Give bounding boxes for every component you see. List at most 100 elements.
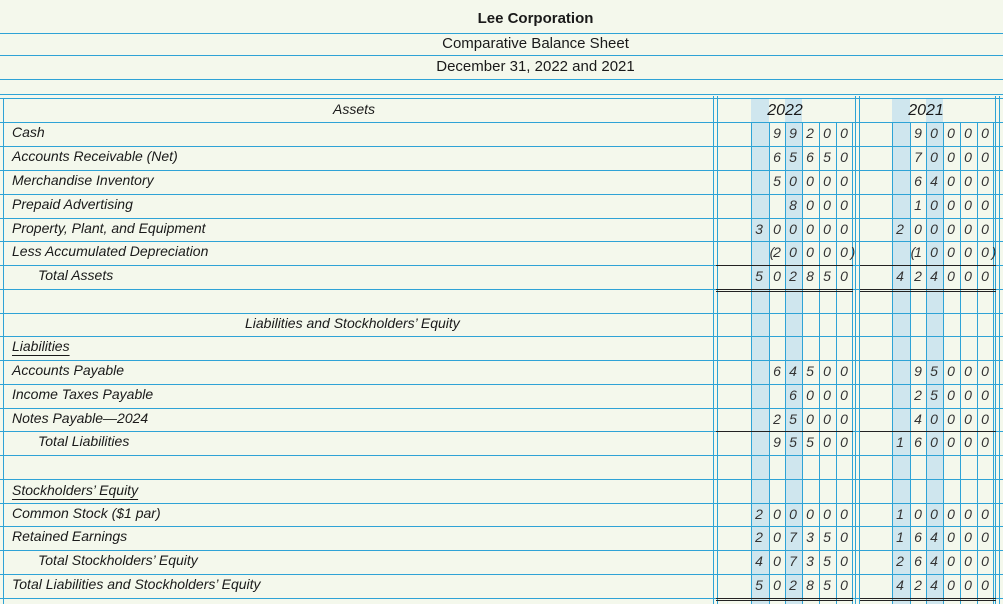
amount-2022-digit: 0	[773, 577, 781, 593]
amount-2021-digit: 1	[914, 244, 922, 260]
amount-2022-close-paren: )	[850, 244, 856, 260]
amount-2021-digit: 0	[947, 387, 955, 403]
amount-2022-digit: 0	[840, 506, 848, 522]
amount-2021-digit: 6	[914, 434, 922, 450]
amount-2021-digit: 6	[914, 553, 922, 569]
amount-2021-digit: 0	[947, 244, 955, 260]
amount-2021-digit: 0	[981, 197, 989, 213]
amount-2022-digit: 0	[840, 387, 848, 403]
amount-2022-digit: 4	[755, 553, 763, 569]
amount-2022-digit: 0	[823, 244, 831, 260]
amount-2022-digit: 0	[806, 411, 814, 427]
assets-heading: Assets	[333, 101, 376, 117]
amount-2021-digit: 2	[896, 553, 904, 569]
amount-2021-digit: 4	[930, 529, 938, 545]
amount-2022-digit: 5	[823, 268, 831, 284]
amount-2022-digit: 0	[789, 506, 797, 522]
amount-2022-digit: 0	[840, 197, 848, 213]
amount-2022-digit: 0	[840, 363, 848, 379]
amount-2021-digit: 0	[914, 506, 922, 522]
amount-2022-digit: 5	[773, 173, 781, 189]
amount-2022-digit: 3	[755, 221, 763, 237]
amount-2022-digit: 5	[823, 553, 831, 569]
amount-2022-digit: 8	[806, 268, 814, 284]
amount-2022-digit: 6	[789, 387, 797, 403]
amount-2021-digit: 0	[964, 197, 972, 213]
amount-2022-digit: 0	[823, 173, 831, 189]
column-band-2021b	[926, 98, 943, 604]
row-label-notes-payable: Notes Payable—2024	[12, 410, 149, 426]
amount-2022-digit: 0	[840, 125, 848, 141]
amount-2021-digit: 4	[896, 577, 904, 593]
row-label-total-liabilities-equity: Total Liabilities and Stockholders’ Equi…	[12, 576, 261, 592]
row-label-liabilities: Liabilities	[12, 338, 70, 354]
amount-2021-digit: 0	[981, 173, 989, 189]
amount-2022-digit: 0	[789, 221, 797, 237]
amount-2021-digit: 4	[896, 268, 904, 284]
amount-2021-digit: 0	[930, 197, 938, 213]
row-label-accumulated-depreciation: Less Accumulated Depreciation	[12, 243, 209, 259]
amount-2022-digit: 0	[823, 387, 831, 403]
amount-2021-digit: 0	[947, 434, 955, 450]
year-2021-heading: 2021	[908, 102, 944, 119]
amount-2022-digit: 0	[823, 197, 831, 213]
amount-2021-digit: 0	[981, 506, 989, 522]
amount-2021-digit: 5	[930, 387, 938, 403]
amount-2022-digit: 4	[789, 363, 797, 379]
amount-2021-digit: 0	[930, 244, 938, 260]
amount-2021-digit: 2	[896, 221, 904, 237]
amount-2022-digit: 2	[755, 506, 763, 522]
amount-2021-digit: 0	[947, 173, 955, 189]
amount-2021-digit: 0	[964, 363, 972, 379]
amount-2021-digit: 0	[964, 173, 972, 189]
amount-2021-digit: 0	[914, 221, 922, 237]
amount-2022-digit: 5	[806, 434, 814, 450]
amount-2021-digit: 0	[947, 149, 955, 165]
amount-2022-digit: 6	[773, 363, 781, 379]
amount-2021-digit: 0	[981, 363, 989, 379]
amount-2021-digit: 9	[914, 363, 922, 379]
amount-2022-digit: 0	[806, 173, 814, 189]
amount-2021-digit: 0	[964, 553, 972, 569]
amount-2021-open-paren: (	[910, 244, 916, 260]
amount-2022-digit: 7	[789, 529, 797, 545]
row-label-total-stockholders-equity: Total Stockholders’ Equity	[38, 552, 198, 568]
amount-2022-digit: 0	[773, 268, 781, 284]
amount-2022-digit: 0	[773, 553, 781, 569]
amount-2022-digit: 2	[806, 125, 814, 141]
amount-2022-digit: 5	[789, 149, 797, 165]
amount-2022-digit: 0	[806, 221, 814, 237]
amount-2022-digit: 9	[773, 125, 781, 141]
amount-2021-digit: 0	[964, 125, 972, 141]
amount-2022-digit: 5	[823, 149, 831, 165]
amount-2022-digit: 2	[755, 529, 763, 545]
amount-2021-digit: 5	[930, 363, 938, 379]
amount-2022-digit: 0	[773, 506, 781, 522]
amount-2022-digit: 9	[773, 434, 781, 450]
amount-2022-digit: 0	[840, 149, 848, 165]
amount-2021-digit: 0	[930, 506, 938, 522]
amount-2021-digit: 1	[896, 434, 904, 450]
amount-2021-digit: 0	[947, 197, 955, 213]
amount-2021-digit: 0	[947, 221, 955, 237]
amount-2022-open-paren: (	[769, 244, 775, 260]
amount-2022-digit: 0	[806, 387, 814, 403]
amount-2021-digit: 1	[914, 197, 922, 213]
amount-2021-digit: 0	[981, 434, 989, 450]
amount-2022-digit: 0	[823, 434, 831, 450]
amount-2021-digit: 2	[914, 387, 922, 403]
amount-2022-digit: 5	[823, 577, 831, 593]
amount-2022-digit: 0	[840, 411, 848, 427]
amount-2021-digit: 0	[964, 244, 972, 260]
amount-2022-digit: 3	[806, 529, 814, 545]
amount-2021-digit: 0	[964, 434, 972, 450]
amount-2022-digit: 0	[823, 411, 831, 427]
amount-2022-digit: 0	[840, 577, 848, 593]
amount-2021-digit: 0	[947, 411, 955, 427]
amount-2022-digit: 0	[840, 221, 848, 237]
amount-2021-digit: 0	[981, 411, 989, 427]
amount-2022-digit: 0	[840, 268, 848, 284]
amount-2021-digit: 0	[964, 149, 972, 165]
amount-2022-digit: 5	[823, 529, 831, 545]
amount-2021-digit: 0	[981, 577, 989, 593]
